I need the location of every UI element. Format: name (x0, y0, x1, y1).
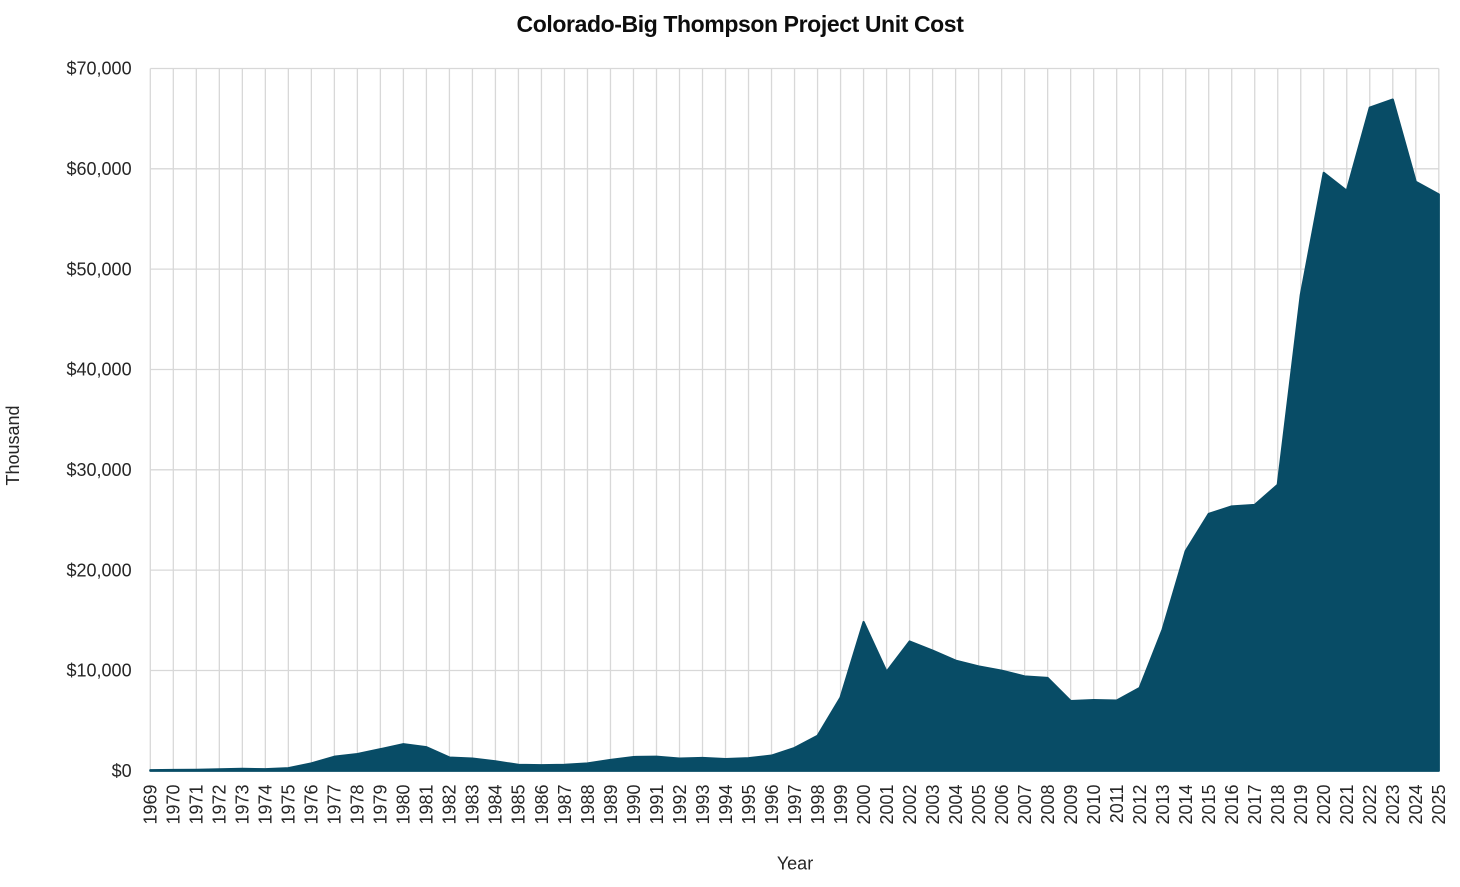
svg-text:1988: 1988 (578, 785, 598, 825)
svg-text:Thousand: Thousand (3, 405, 23, 485)
svg-text:2020: 2020 (1314, 785, 1334, 825)
svg-text:1976: 1976 (302, 785, 322, 825)
svg-text:1975: 1975 (279, 785, 299, 825)
svg-text:$40,000: $40,000 (67, 360, 132, 380)
svg-text:1978: 1978 (348, 785, 368, 825)
svg-text:1970: 1970 (164, 785, 184, 825)
svg-text:1979: 1979 (371, 785, 391, 825)
svg-text:2016: 2016 (1222, 785, 1242, 825)
svg-text:$20,000: $20,000 (67, 560, 132, 580)
svg-text:$50,000: $50,000 (67, 259, 132, 279)
svg-text:1974: 1974 (256, 785, 276, 825)
svg-text:2010: 2010 (1084, 785, 1104, 825)
svg-text:2024: 2024 (1406, 785, 1426, 825)
svg-text:1984: 1984 (486, 785, 506, 825)
svg-text:Colorado-Big Thompson Project: Colorado-Big Thompson Project Unit Cost (517, 11, 965, 37)
svg-text:1985: 1985 (509, 785, 529, 825)
svg-text:2017: 2017 (1245, 785, 1265, 825)
svg-text:1972: 1972 (210, 785, 230, 825)
svg-text:$60,000: $60,000 (67, 159, 132, 179)
svg-text:1986: 1986 (532, 785, 552, 825)
svg-text:1987: 1987 (555, 785, 575, 825)
svg-text:$30,000: $30,000 (67, 460, 132, 480)
svg-text:2003: 2003 (923, 785, 943, 825)
svg-text:1998: 1998 (808, 785, 828, 825)
svg-text:2002: 2002 (900, 785, 920, 825)
svg-text:1990: 1990 (624, 785, 644, 825)
svg-text:2000: 2000 (854, 785, 874, 825)
svg-text:2021: 2021 (1337, 785, 1357, 825)
svg-text:2019: 2019 (1291, 785, 1311, 825)
svg-text:1992: 1992 (670, 785, 690, 825)
svg-text:2018: 2018 (1268, 785, 1288, 825)
svg-text:1991: 1991 (647, 785, 667, 825)
svg-text:1977: 1977 (325, 785, 345, 825)
svg-text:1981: 1981 (417, 785, 437, 825)
svg-text:2008: 2008 (1038, 785, 1058, 825)
svg-text:1971: 1971 (187, 785, 207, 825)
svg-text:1993: 1993 (693, 785, 713, 825)
svg-text:$70,000: $70,000 (67, 59, 132, 79)
svg-text:2025: 2025 (1429, 785, 1449, 825)
svg-text:2013: 2013 (1153, 785, 1173, 825)
svg-text:2022: 2022 (1360, 785, 1380, 825)
svg-text:1982: 1982 (440, 785, 460, 825)
svg-text:2011: 2011 (1107, 785, 1127, 824)
svg-text:1973: 1973 (233, 785, 253, 825)
svg-text:2015: 2015 (1199, 785, 1219, 825)
svg-text:1980: 1980 (394, 785, 414, 825)
svg-text:Year: Year (777, 854, 813, 874)
svg-text:1994: 1994 (716, 785, 736, 825)
svg-text:$0: $0 (112, 761, 132, 781)
svg-text:2009: 2009 (1061, 785, 1081, 825)
svg-text:1995: 1995 (739, 785, 759, 825)
svg-text:1999: 1999 (831, 785, 851, 825)
svg-text:2001: 2001 (877, 785, 897, 825)
svg-text:2006: 2006 (992, 785, 1012, 825)
svg-text:2012: 2012 (1130, 785, 1150, 825)
svg-text:1989: 1989 (601, 785, 621, 825)
svg-text:2004: 2004 (946, 785, 966, 825)
svg-text:1983: 1983 (463, 785, 483, 825)
svg-text:2007: 2007 (1015, 785, 1035, 825)
svg-text:1996: 1996 (762, 785, 782, 825)
svg-text:2014: 2014 (1176, 785, 1196, 825)
svg-text:$10,000: $10,000 (67, 661, 132, 681)
svg-text:1969: 1969 (141, 785, 161, 825)
svg-text:2023: 2023 (1383, 785, 1403, 825)
svg-text:1997: 1997 (785, 785, 805, 825)
svg-text:2005: 2005 (969, 785, 989, 825)
